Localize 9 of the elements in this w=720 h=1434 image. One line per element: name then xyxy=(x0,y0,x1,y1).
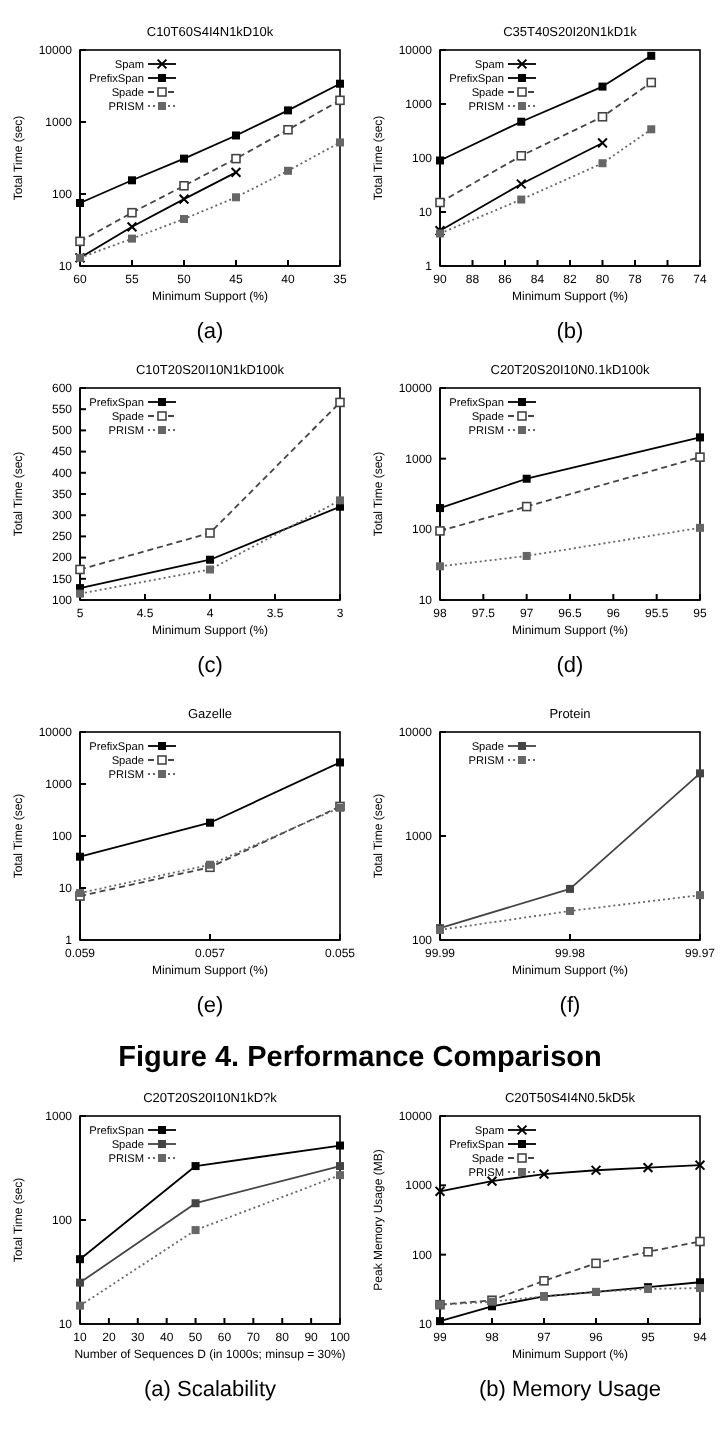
text: (a) xyxy=(196,320,224,344)
text: (a) Scalability xyxy=(143,1378,278,1402)
text: Figure 4. Performance Comparison xyxy=(118,1042,602,1074)
text: (b) Memory Usage xyxy=(478,1378,662,1402)
text: (f) xyxy=(559,994,581,1018)
text: (d) xyxy=(556,654,584,678)
text: (b) xyxy=(556,320,584,344)
text: (e) xyxy=(196,994,224,1018)
text: (c) xyxy=(197,654,223,678)
